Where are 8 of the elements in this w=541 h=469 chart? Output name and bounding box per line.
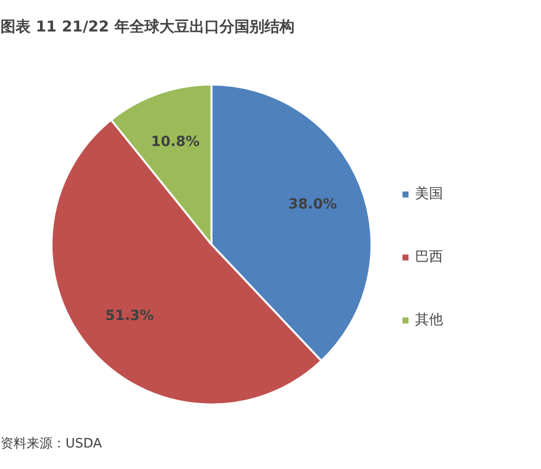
data-label: 51.3%	[105, 308, 154, 324]
chart-title: 图表 11 21/22 年全球大豆出口分国别结构	[0, 18, 294, 36]
legend-label: 美国	[415, 185, 443, 203]
text: 资料来源：USDA	[0, 436, 102, 452]
data-label: 10.8%	[151, 134, 200, 150]
data-label: 38.0%	[288, 196, 337, 212]
legend-label: 巴西	[415, 248, 443, 266]
legend-label: 其他	[415, 311, 443, 329]
